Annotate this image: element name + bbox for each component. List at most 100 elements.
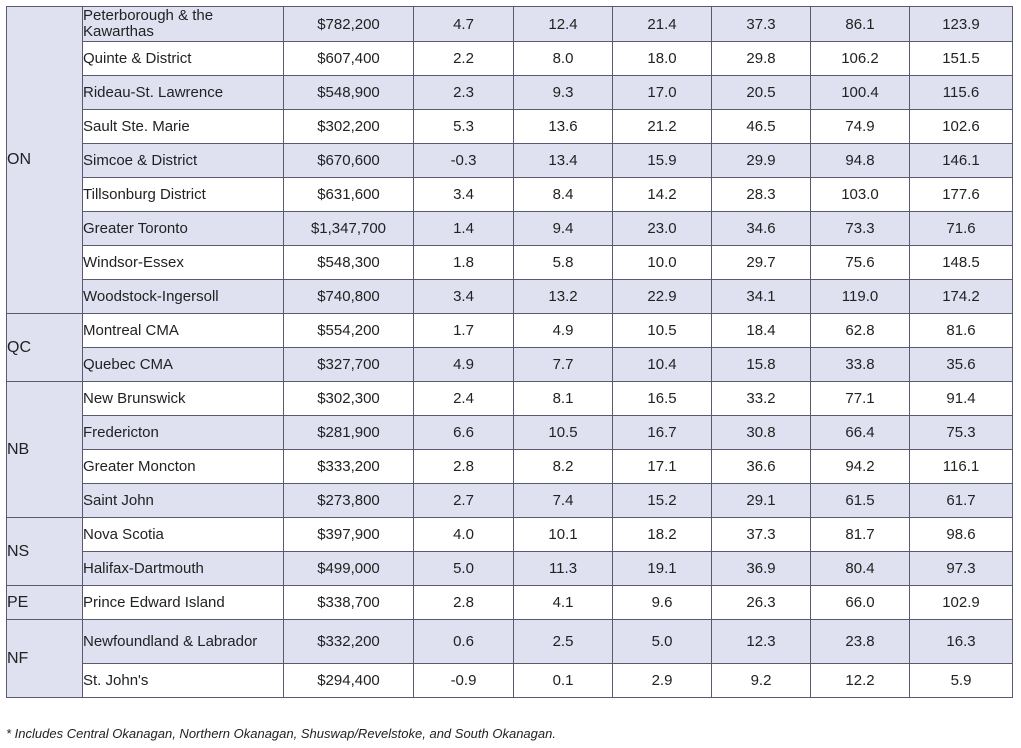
value-cell: 119.0 [810,279,910,314]
market-name: Newfoundland & Labrador [82,619,284,664]
value-cell: 9.2 [711,663,811,698]
value-cell: 22.9 [612,279,712,314]
value-cell: 16.5 [612,381,712,416]
table-row: Windsor-Essex $548,300 1.8 5.8 10.0 29.7… [7,245,1013,280]
value-cell: 2.9 [612,663,712,698]
market-name: Windsor-Essex [82,245,284,280]
market-name: Halifax-Dartmouth [82,551,284,586]
benchmark-price: $273,800 [283,483,414,518]
value-cell: 46.5 [711,109,811,144]
value-cell: 37.3 [711,517,811,552]
benchmark-price: $333,200 [283,449,414,484]
value-cell: 2.5 [513,619,613,664]
value-cell: 5.0 [612,619,712,664]
value-cell: 94.8 [810,143,910,178]
benchmark-price: $499,000 [283,551,414,586]
value-cell: 4.1 [513,585,613,620]
value-cell: 15.9 [612,143,712,178]
value-cell: 29.1 [711,483,811,518]
value-cell: 94.2 [810,449,910,484]
value-cell: 74.9 [810,109,910,144]
market-name: St. John's [82,663,284,698]
table-row: NS Nova Scotia $397,900 4.0 10.1 18.2 37… [6,517,1013,586]
market-name: Quinte & District [82,41,284,76]
value-cell: 80.4 [810,551,910,586]
value-cell: 8.0 [513,41,613,76]
value-cell: 10.5 [612,313,712,348]
value-cell: 33.8 [810,347,910,382]
table-row: NB New Brunswick $302,300 2.4 8.1 16.5 3… [6,381,1013,518]
value-cell: 12.4 [513,6,613,42]
benchmark-price: $302,200 [283,109,414,144]
value-cell: 2.2 [413,41,514,76]
value-cell: 4.9 [413,347,514,382]
value-cell: 123.9 [909,6,1013,42]
market-name: Simcoe & District [82,143,284,178]
province-cell: ON [6,6,83,314]
value-cell: 62.8 [810,313,910,348]
value-cell: 13.6 [513,109,613,144]
value-cell: 30.8 [711,415,811,450]
value-cell: 2.8 [413,449,514,484]
benchmark-price: $332,200 [283,619,414,664]
value-cell: 103.0 [810,177,910,212]
table-row: PE Prince Edward Island $338,700 2.8 4.1… [6,585,1013,620]
value-cell: 2.3 [413,75,514,110]
market-name: Nova Scotia [82,517,284,552]
value-cell: 9.3 [513,75,613,110]
value-cell: 17.1 [612,449,712,484]
value-cell: 66.4 [810,415,910,450]
value-cell: 75.3 [909,415,1013,450]
value-cell: 9.4 [513,211,613,246]
value-cell: 20.5 [711,75,811,110]
value-cell: 2.7 [413,483,514,518]
value-cell: 86.1 [810,6,910,42]
value-cell: 1.7 [413,313,514,348]
value-cell: 2.4 [413,381,514,416]
value-cell: 6.6 [413,415,514,450]
value-cell: 4.0 [413,517,514,552]
benchmark-price: $782,200 [283,6,414,42]
value-cell: 12.2 [810,663,910,698]
market-name: Greater Toronto [82,211,284,246]
value-cell: 5.0 [413,551,514,586]
value-cell: 66.0 [810,585,910,620]
market-name: Montreal CMA [82,313,284,348]
value-cell: 75.6 [810,245,910,280]
value-cell: 61.7 [909,483,1013,518]
value-cell: 28.3 [711,177,811,212]
benchmark-price: $631,600 [283,177,414,212]
value-cell: 10.1 [513,517,613,552]
table-row: Rideau-St. Lawrence $548,900 2.3 9.3 17.… [7,75,1013,110]
value-cell: 16.7 [612,415,712,450]
value-cell: 12.3 [711,619,811,664]
benchmark-price: $302,300 [283,381,414,416]
benchmark-price: $670,600 [283,143,414,178]
value-cell: 34.1 [711,279,811,314]
table-row: NF Newfoundland & Labrador $332,200 0.6 … [6,619,1013,698]
table-row: Tillsonburg District $631,600 3.4 8.4 14… [7,177,1013,212]
value-cell: 21.2 [612,109,712,144]
value-cell: 73.3 [810,211,910,246]
value-cell: 97.3 [909,551,1013,586]
value-cell: 8.4 [513,177,613,212]
province-cell: PE [6,585,83,620]
benchmark-price: $281,900 [283,415,414,450]
value-cell: 5.3 [413,109,514,144]
table-row: Fredericton $281,900 6.6 10.5 16.7 30.8 … [7,415,1013,450]
market-name: Saint John [82,483,284,518]
value-cell: 15.2 [612,483,712,518]
value-cell: 7.7 [513,347,613,382]
table-row: Saint John $273,800 2.7 7.4 15.2 29.1 61… [7,483,1013,518]
value-cell: 146.1 [909,143,1013,178]
value-cell: 36.6 [711,449,811,484]
value-cell: 0.6 [413,619,514,664]
value-cell: 3.4 [413,177,514,212]
benchmark-price: $338,700 [283,585,414,620]
table-row: Simcoe & District $670,600 -0.3 13.4 15.… [7,143,1013,178]
value-cell: 0.1 [513,663,613,698]
value-cell: 81.7 [810,517,910,552]
market-name: Rideau-St. Lawrence [82,75,284,110]
value-cell: 9.6 [612,585,712,620]
value-cell: 37.3 [711,6,811,42]
